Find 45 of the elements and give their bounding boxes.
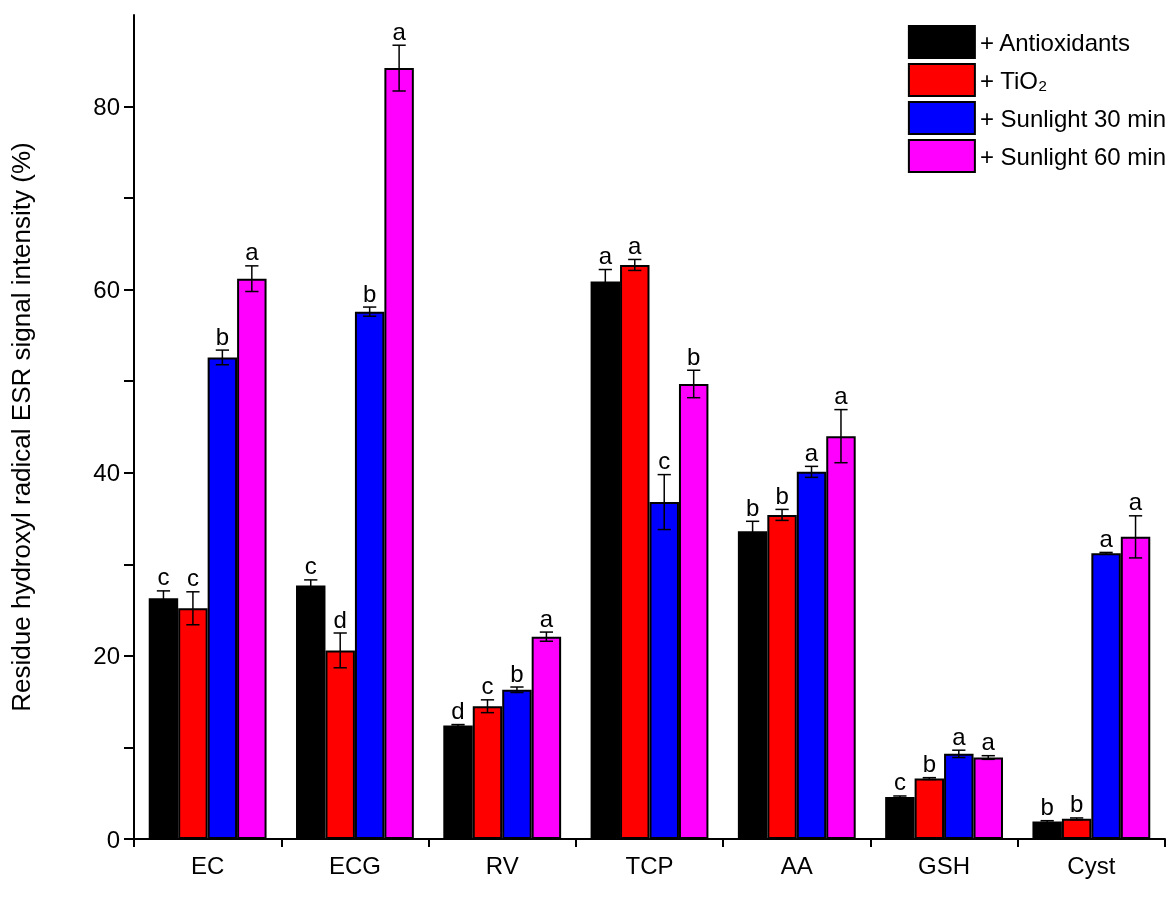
data-label: b (922, 750, 937, 778)
x-tick-label: ECG (328, 851, 381, 879)
data-label: b (362, 279, 377, 307)
x-tick-label: AA (780, 851, 813, 879)
x-tick-label: TCP (625, 851, 674, 879)
data-label: a (1128, 488, 1143, 516)
data-label: a (804, 438, 819, 466)
x-tick-label: EC (190, 851, 225, 879)
x-tick-label: RV (485, 851, 519, 879)
data-label: b (510, 659, 524, 687)
data-label: b (1040, 793, 1054, 821)
y-tick-label: 80 (93, 93, 120, 121)
data-label: c (186, 564, 199, 592)
data-label: b (215, 322, 230, 350)
data-label: a (245, 238, 260, 266)
data-label: c (893, 768, 906, 796)
legend-label: + Antioxidants (979, 28, 1130, 56)
data-label: c (658, 447, 671, 475)
data-label: a (834, 382, 849, 410)
data-label: b (745, 493, 760, 521)
data-label: b (775, 481, 789, 509)
data-label: a (539, 604, 554, 632)
legend-label: + Sunlight 60 min (979, 142, 1167, 170)
y-tick-label: 60 (93, 276, 120, 304)
y-tick-label: 20 (93, 642, 120, 670)
data-label: c (157, 563, 170, 591)
x-tick-label: GSH (918, 851, 971, 879)
data-label: c (304, 552, 317, 580)
data-label: b (1069, 790, 1084, 818)
y-tick-label: 0 (106, 825, 120, 853)
y-axis-title: Residue hydroxyl radical ESR signal intensity (%) (6, 142, 36, 712)
legend-label: + TiO₂ (979, 66, 1048, 94)
y-tick-label: 40 (93, 459, 120, 487)
data-label: d (333, 605, 347, 633)
data-label: a (952, 722, 967, 750)
data-label: b (687, 342, 701, 370)
data-label: a (1099, 524, 1114, 552)
legend-label: + Sunlight 30 min (979, 104, 1167, 132)
data-label: a (981, 728, 996, 756)
data-label: a (598, 242, 613, 270)
data-label: c (481, 672, 494, 700)
data-label: d (451, 697, 465, 725)
x-tick-label: Cyst (1067, 851, 1116, 879)
data-label: a (392, 17, 407, 45)
data-label: a (628, 231, 643, 259)
